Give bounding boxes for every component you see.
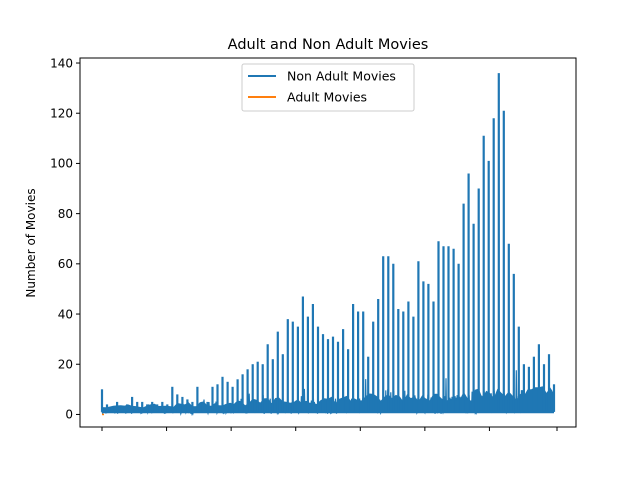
plot-frame bbox=[79, 57, 577, 428]
series-layer bbox=[100, 73, 556, 417]
chart-title: Adult and Non Adult Movies bbox=[228, 37, 429, 53]
legend-box bbox=[241, 63, 415, 112]
x-axis bbox=[101, 427, 558, 431]
legend-label-non-adult: Non Adult Movies bbox=[287, 69, 396, 84]
legend-label-adult: Adult Movies bbox=[287, 90, 367, 105]
y-axis-label: Number of Movies bbox=[24, 188, 38, 297]
legend: Non Adult Movies Adult Movies bbox=[241, 63, 415, 112]
y-tick-label: 140 bbox=[50, 56, 73, 70]
y-axis: 0 20 40 60 80 100 120 140 bbox=[50, 56, 80, 422]
y-tick-label: 60 bbox=[58, 257, 73, 271]
y-tick-label: 0 bbox=[65, 408, 73, 422]
y-tick-label: 120 bbox=[50, 107, 73, 121]
y-tick-label: 20 bbox=[58, 358, 73, 372]
y-tick-label: 80 bbox=[58, 207, 73, 221]
y-tick-label: 100 bbox=[50, 157, 73, 171]
y-tick-label: 40 bbox=[58, 307, 73, 321]
